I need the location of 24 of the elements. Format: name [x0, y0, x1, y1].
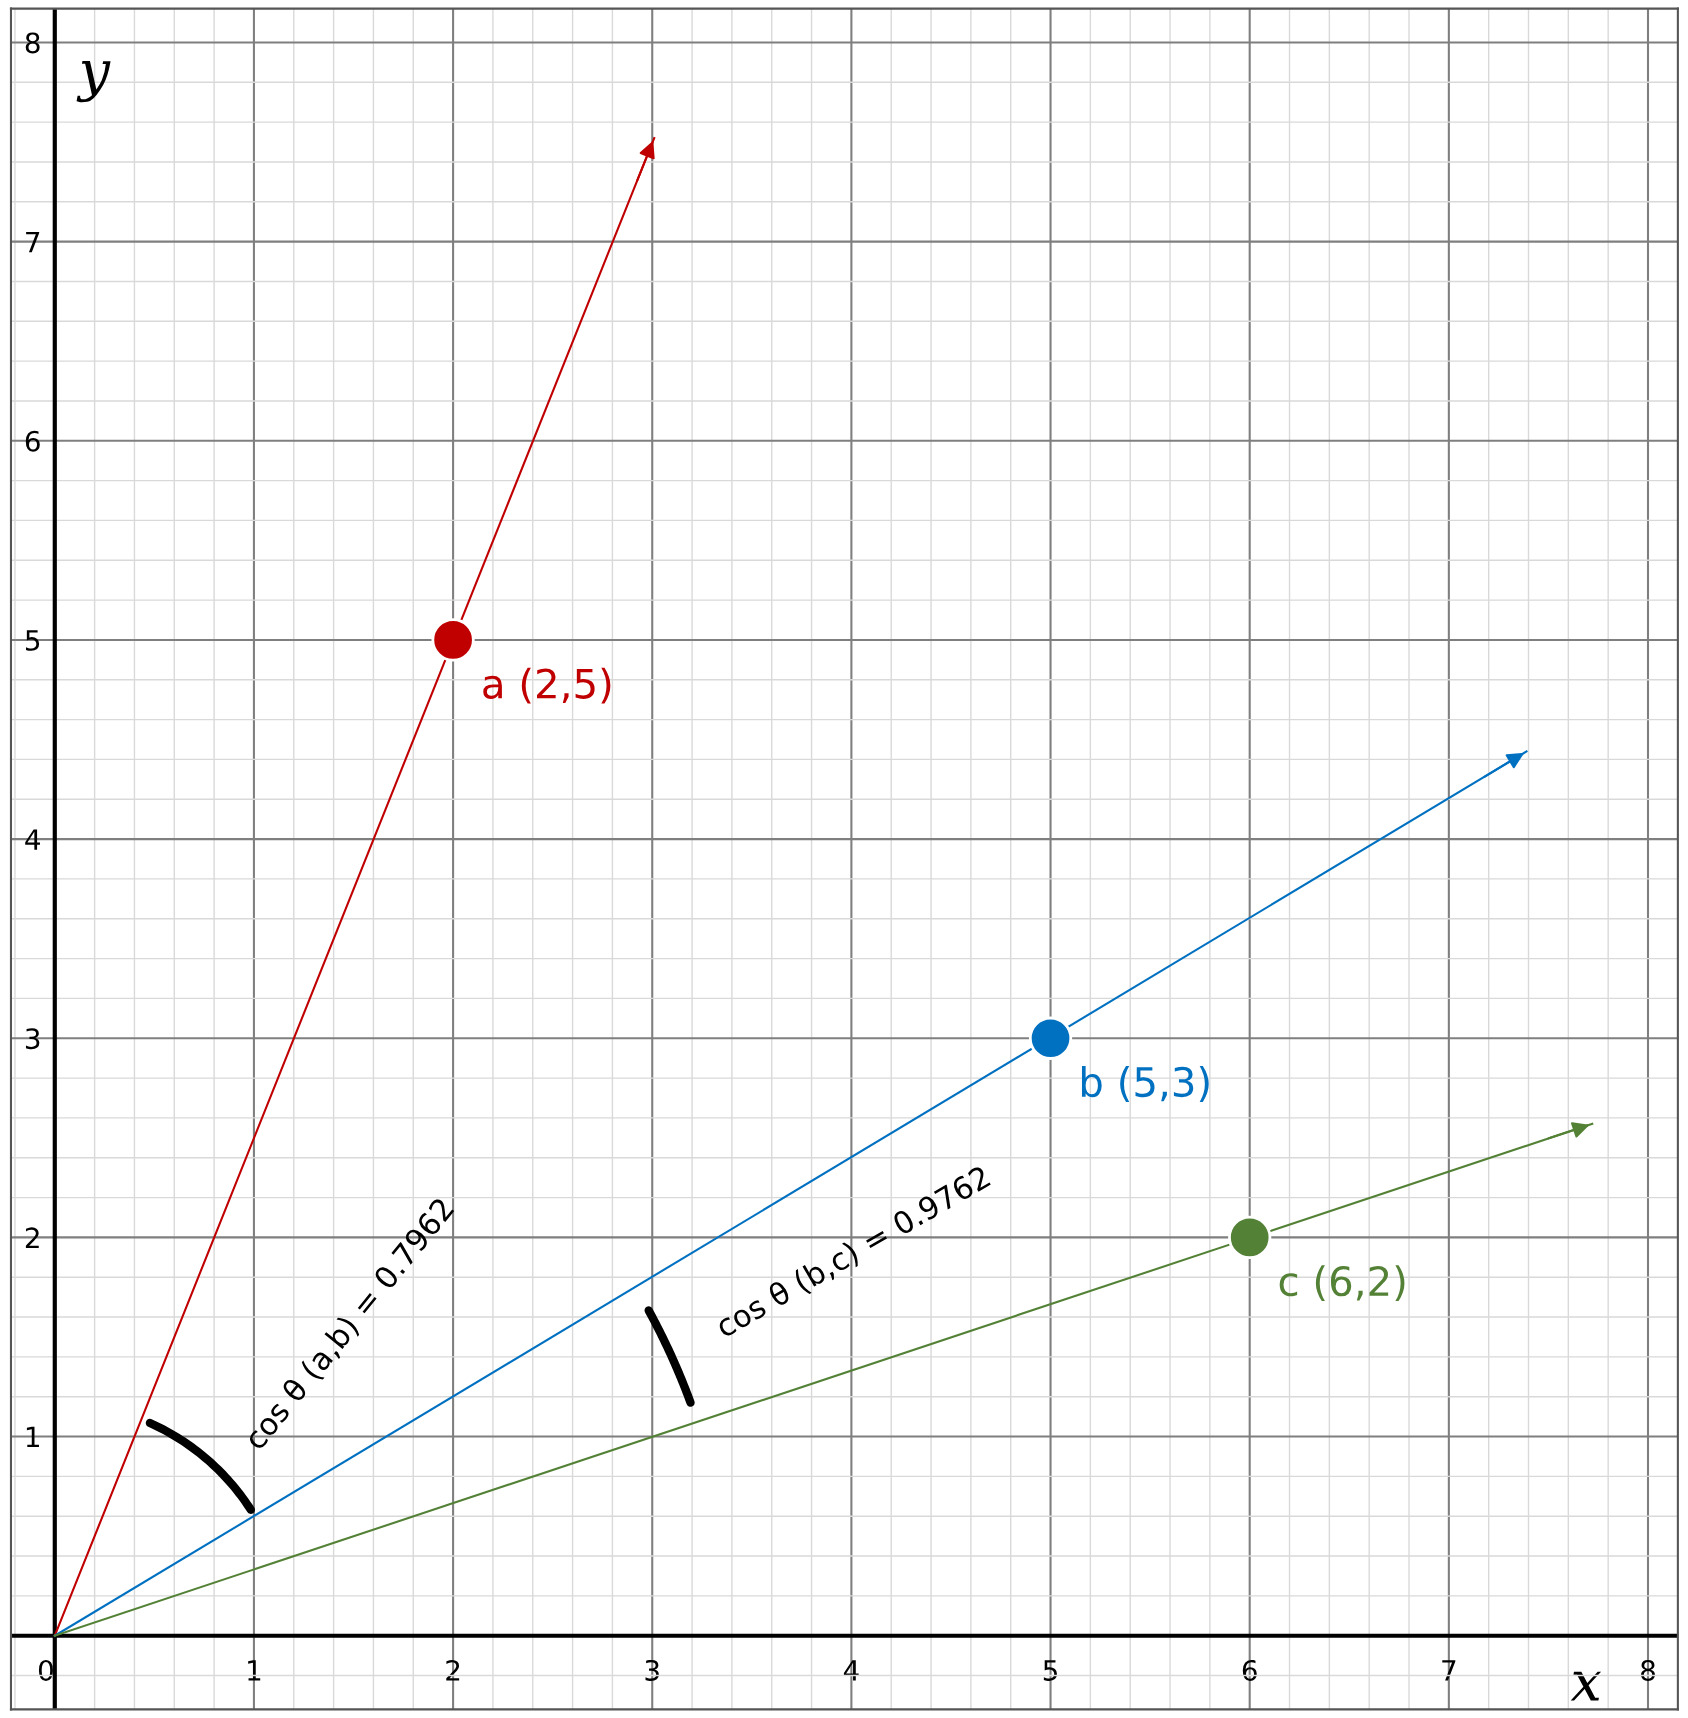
series-label: c (6,2): [1279, 1265, 1405, 1302]
x-tick-label: 8: [1641, 1659, 1655, 1681]
series-label: a (2,5): [483, 667, 611, 704]
y-tick-label: 2: [25, 1227, 39, 1248]
x-tick-label: 6: [1242, 1659, 1257, 1681]
y-axis-title: y: [76, 60, 111, 103]
point: [431, 618, 475, 662]
y-tick-label: 3: [25, 1028, 40, 1050]
point: [1028, 1016, 1073, 1060]
x-tick-label: 0: [38, 1659, 53, 1681]
series-label: b (5,3): [1081, 1066, 1209, 1102]
x-tick-label: 5: [1043, 1660, 1057, 1681]
y-tick-label: 1: [26, 1426, 39, 1448]
y-tick-label: 5: [26, 630, 40, 651]
y-tick-label: 7: [26, 231, 40, 253]
x-axis-title: x: [1570, 1671, 1602, 1701]
x-tick-label: 2: [446, 1659, 460, 1681]
y-tick-label: 6: [25, 430, 40, 452]
point: [1228, 1215, 1272, 1260]
x-tick-label: 7: [1442, 1660, 1456, 1681]
y-tick-label: 8: [25, 32, 40, 54]
y-tick-label: 4: [25, 829, 40, 850]
x-tick-label: 3: [645, 1659, 659, 1681]
x-tick-label: 1: [248, 1660, 261, 1681]
